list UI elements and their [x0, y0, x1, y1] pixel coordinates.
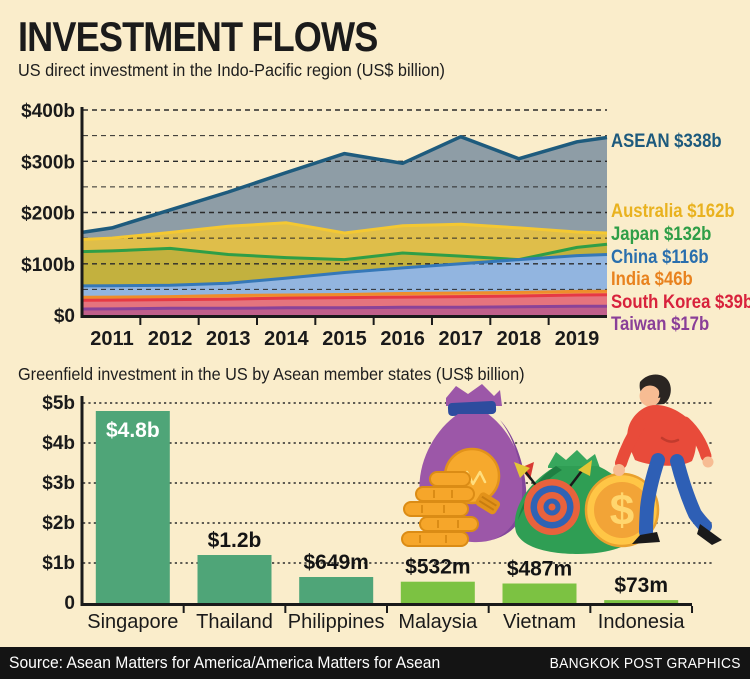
money-illustration: $: [401, 374, 722, 554]
legend-asean: ASEAN $338b: [611, 131, 722, 152]
line-asean: [81, 134, 608, 235]
legend-taiwan: Taiwan $17b: [611, 314, 710, 335]
coin-stack-icon: [401, 471, 479, 547]
page-title: INVESTMENT FLOWS: [18, 13, 378, 60]
category-label: Indonesia: [598, 611, 686, 633]
x-tick-label: 2012: [148, 328, 193, 350]
source-text: Source: Asean Matters for America/Americ…: [9, 653, 441, 672]
y-tick-label: 0: [64, 593, 75, 614]
y-tick-label: $100b: [21, 255, 75, 276]
bar-vietnam: [502, 583, 577, 603]
y-tick-label: $0: [54, 306, 75, 327]
legend-south-korea: South Korea $39b: [611, 292, 750, 313]
x-tick-label: 2014: [264, 328, 309, 350]
legend-india: India $46b: [611, 269, 693, 290]
area-chart-legend: ASEAN $338b Australia $162b Japan $132b Chi…: [611, 0, 750, 360]
bar-philippines: [299, 577, 374, 603]
credit-text: BANGKOK POST GRAPHICS: [549, 654, 741, 672]
x-tick-label: 2011: [90, 328, 133, 350]
x-tick-label: 2016: [380, 328, 425, 350]
person-figure: [613, 374, 722, 545]
x-tick-label: 2015: [322, 328, 367, 350]
bar-value-label: $649m: [303, 551, 368, 574]
y-tick-label: $1b: [42, 553, 75, 574]
y-tick-label: $3b: [42, 473, 75, 494]
bar-thailand: [197, 555, 272, 603]
y-tick-label: $5b: [42, 393, 75, 414]
y-tick-label: $200b: [21, 204, 75, 225]
line-india: [81, 289, 608, 299]
bar-malaysia: [400, 581, 475, 603]
x-tick-label: 2013: [206, 328, 251, 350]
x-tick-label: 2017: [439, 328, 484, 350]
bar-value-label: $487m: [507, 558, 572, 581]
bar-value-label: $73m: [614, 574, 668, 597]
category-label: Singapore: [87, 611, 178, 633]
category-label: Thailand: [196, 611, 273, 633]
footer-bar: Source: Asean Matters for America/Americ…: [0, 647, 750, 679]
y-tick-label: $2b: [42, 513, 75, 534]
line-japan: [81, 242, 608, 262]
bar-chart-subtitle: Greenfield investment in the US by Asean…: [18, 364, 525, 384]
y-tick-label: $4b: [42, 433, 75, 454]
bar-singapore: [95, 411, 170, 603]
dartboard-icon: [524, 479, 580, 535]
category-label: Malaysia: [398, 611, 478, 633]
bar-value-label: $4.8b: [106, 419, 160, 442]
y-tick-label: $400b: [21, 101, 75, 122]
svg-text:$: $: [610, 486, 634, 535]
legend-china: China $116b: [611, 247, 709, 268]
legend-japan: Japan $132b: [611, 224, 712, 245]
y-tick-label: $300b: [21, 152, 75, 173]
line-china: [81, 253, 608, 288]
x-tick-label: 2019: [555, 328, 600, 350]
bar-value-label: $1.2b: [208, 529, 262, 552]
line-south-korea: [81, 293, 608, 302]
line-taiwan: [81, 304, 608, 311]
x-tick-label: 2018: [497, 328, 542, 350]
legend-australia: Australia $162b: [611, 201, 735, 222]
area-chart-subtitle: US direct investment in the Indo-Pacific…: [18, 60, 445, 80]
line-australia: [81, 221, 608, 241]
category-label: Vietnam: [503, 611, 576, 633]
bar-value-label: $532m: [405, 556, 470, 579]
area-chart: $400b $300b $200b $100b $0 2011 2012 2013 2014 20…: [21, 101, 608, 350]
category-label: Philippines: [288, 611, 385, 633]
bar-indonesia: [604, 600, 679, 603]
